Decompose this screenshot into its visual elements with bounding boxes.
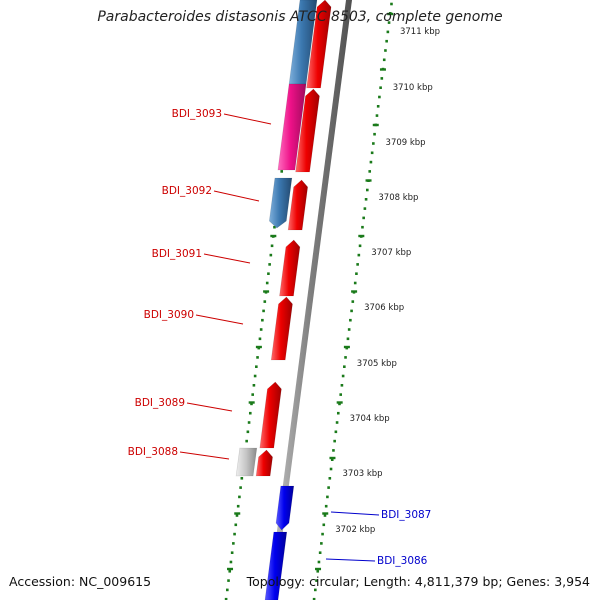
gene-label-leader	[179, 451, 230, 460]
topology-summary: Topology: circular; Length: 4,811,379 bp…	[246, 574, 590, 589]
gene-grey-1	[235, 447, 258, 477]
kbp-tick-label: 3711 kbp	[400, 27, 440, 37]
gene-label: BDI_3091	[152, 248, 202, 260]
kbp-tick-label: 3708 kbp	[378, 193, 418, 203]
gene-blue-2	[264, 531, 288, 601]
kbp-tick-label: 3706 kbp	[364, 303, 404, 313]
gene-label-leader	[330, 511, 380, 516]
gene-red-5	[270, 296, 293, 361]
gene-features	[235, 0, 332, 601]
kbp-tick-label: 3710 kbp	[393, 83, 433, 93]
kbp-tick-label: 3703 kbp	[343, 469, 383, 479]
gene-label: BDI_3088	[128, 446, 178, 458]
gene-label: BDI_3093	[172, 108, 222, 120]
gene-label-leader	[223, 113, 272, 125]
gene-red-4	[279, 239, 301, 297]
kbp-tick-label: 3705 kbp	[357, 359, 397, 369]
gene-label-leader	[186, 402, 233, 412]
genome-title: Parabacteroides distasonis ATCC 8503, co…	[97, 9, 503, 25]
gene-label-leader	[213, 190, 260, 202]
gene-label: BDI_3086	[377, 555, 428, 567]
gene-blue-1	[275, 485, 295, 531]
gene-steel-2	[268, 177, 293, 229]
gene-label-leader	[203, 253, 251, 264]
kbp-tick-label: 3702 kbp	[335, 525, 375, 535]
gene-labels: BDI_3093 BDI_3092 BDI_3091 BDI_3090 BDI_3089…	[128, 108, 432, 567]
accession-text: Accession: NC_009615	[9, 574, 152, 589]
gene-red-7	[255, 449, 273, 477]
gene-magenta-1	[277, 83, 307, 171]
gene-red-3	[287, 179, 309, 231]
gene-red-1	[306, 0, 332, 89]
gene-label: BDI_3092	[162, 185, 212, 197]
gene-red-6	[259, 381, 282, 449]
kbp-tick-label: 3709 kbp	[386, 138, 426, 148]
outer-dot-ring	[312, 2, 394, 601]
kbp-tick-label: 3707 kbp	[371, 248, 411, 258]
kbp-tick-labels: 3711 kbp 3710 kbp 3709 kbp 3708 kbp 3707 kbp…	[335, 27, 440, 535]
gene-label: BDI_3089	[135, 397, 185, 409]
gene-label-leader	[195, 314, 244, 325]
gene-label: BDI_3087	[381, 509, 431, 521]
gene-red-2	[295, 88, 320, 173]
gene-label-leader	[325, 558, 376, 562]
backbone-track	[268, 0, 352, 600]
kbp-tick-label: 3704 kbp	[350, 414, 390, 424]
backbone-bar	[268, 0, 352, 600]
gene-label: BDI_3090	[144, 309, 194, 321]
